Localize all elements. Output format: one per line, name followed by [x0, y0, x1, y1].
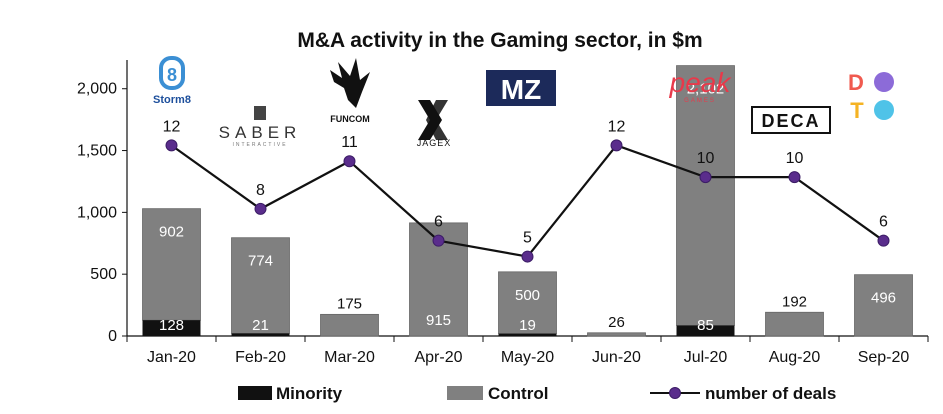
x-tick-label: Jul-20: [684, 349, 728, 366]
deals-point: [699, 171, 712, 184]
minority-value-label: 85: [697, 317, 714, 334]
peak-logo: peak GAMES: [669, 67, 733, 104]
svg-text:8: 8: [167, 65, 177, 85]
control-value-label: 26: [608, 314, 625, 331]
legend: Minority Control number of deals: [238, 384, 836, 403]
control-value-label: 915: [426, 312, 451, 329]
x-tick-label: Jun-20: [592, 349, 641, 366]
deals-value-label: 10: [786, 150, 804, 167]
control-bar: [320, 313, 379, 337]
deals-value-label: 12: [163, 118, 181, 135]
minority-value-label: 128: [159, 317, 184, 334]
deals-point: [521, 250, 534, 263]
legend-label-minority: Minority: [276, 384, 343, 403]
minority-value-label: 19: [519, 317, 536, 334]
x-tick-label: Apr-20: [414, 349, 462, 366]
deals-point: [877, 234, 890, 247]
deals-point: [788, 171, 801, 184]
x-tick-label: Feb-20: [235, 349, 286, 366]
legend-swatch-deals-marker: [669, 387, 681, 399]
deca-logo: DECA: [751, 106, 831, 134]
y-tick-label: 2,000: [77, 81, 117, 98]
deals-point: [610, 139, 623, 152]
dots-logo: D T: [848, 70, 894, 123]
minority-bar: [142, 320, 201, 336]
x-tick-label: Sep-20: [858, 349, 910, 366]
legend-label-deals: number of deals: [705, 384, 836, 403]
deals-point: [432, 234, 445, 247]
deals-line: [165, 139, 890, 263]
storm8-logo: 8 Storm8: [153, 56, 191, 106]
saber-logo-text: SABER: [219, 123, 302, 142]
control-bar: [142, 208, 201, 321]
funcom-logo-text: FUNCOM: [330, 114, 370, 124]
legend-label-control: Control: [488, 384, 548, 403]
deals-value-label: 5: [523, 230, 532, 247]
x-tick-label: May-20: [501, 349, 554, 366]
control-bar: [231, 237, 290, 334]
dots-letter-t: T: [850, 98, 864, 123]
legend-swatch-minority: [238, 386, 272, 400]
storm8-logo-text: Storm8: [153, 94, 191, 106]
peak-logo-subtext: GAMES: [684, 98, 716, 104]
deals-value-label: 8: [256, 182, 265, 199]
deca-logo-text: DECA: [761, 111, 820, 131]
y-tick-label: 1,000: [77, 204, 117, 221]
jagex-logo: JAGEX: [417, 100, 452, 148]
control-value-label: 496: [871, 290, 896, 307]
chart-title: M&A activity in the Gaming sector, in $m: [297, 29, 702, 52]
control-bar: [587, 332, 646, 337]
bars: [142, 65, 913, 337]
deals-value-label: 11: [341, 134, 358, 151]
deals-point: [254, 202, 267, 215]
y-tick-label: 500: [90, 266, 117, 283]
control-value-label: 192: [782, 293, 807, 310]
minority-bar: [498, 333, 557, 336]
x-tick-label: Mar-20: [324, 349, 375, 366]
control-bar: [854, 274, 913, 337]
logos: 8 Storm8 SABER INTERACTIVE FUNCOM JAGEX: [153, 56, 894, 148]
dots-letter-d: D: [848, 70, 864, 95]
x-tick-label: Jan-20: [147, 349, 196, 366]
control-value-label: 500: [515, 287, 540, 304]
deals-value-label: 6: [434, 214, 443, 231]
control-value-label: 774: [248, 253, 273, 270]
minority-bar: [231, 333, 290, 336]
axes: 0 500 1,000 1,500 2,000 Jan-20 Feb-20 Mar-20 Apr…: [77, 60, 929, 366]
y-tick-label: 0: [108, 328, 117, 345]
minority-bar: [676, 325, 735, 336]
mz-logo-text: MZ: [501, 74, 541, 105]
deals-point: [343, 155, 356, 168]
saber-logo-subtext: INTERACTIVE: [232, 142, 287, 148]
saber-logo: SABER INTERACTIVE: [219, 106, 302, 148]
control-bar: [765, 311, 824, 337]
deals-value-label: 10: [697, 150, 715, 167]
control-value-label: 2,102: [687, 81, 725, 98]
legend-swatch-control: [447, 386, 483, 400]
control-bar: [498, 271, 557, 335]
deals-value-label: 6: [879, 214, 888, 231]
deals-point: [165, 139, 178, 152]
peak-logo-text: peak: [669, 67, 733, 98]
funcom-logo: FUNCOM: [330, 58, 370, 124]
mz-logo: MZ: [486, 70, 556, 106]
control-bar: [676, 65, 735, 326]
x-tick-label: Aug-20: [769, 349, 821, 366]
control-value-label: 175: [337, 295, 362, 312]
y-tick-label: 1,500: [77, 143, 117, 160]
control-value-label: 902: [159, 224, 184, 241]
jagex-logo-text: JAGEX: [417, 138, 452, 148]
minority-value-label: 21: [252, 317, 269, 334]
deals-value-label: 12: [608, 118, 626, 135]
